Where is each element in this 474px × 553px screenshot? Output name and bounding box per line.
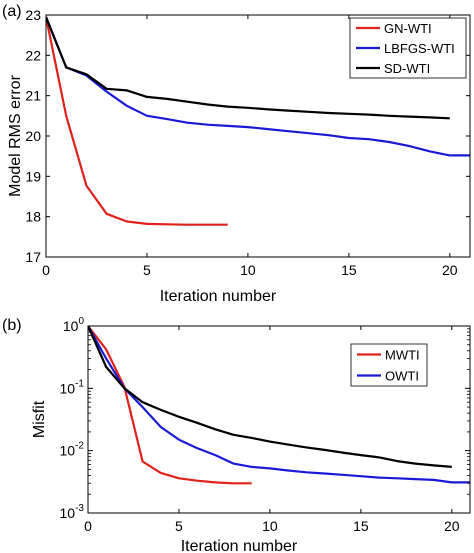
legend-label-lbfgs-wti: LBFGS-WTI <box>384 41 455 56</box>
series-line-mwti <box>88 326 252 485</box>
y-tick-label: 17 <box>25 249 41 265</box>
legend-box <box>350 343 428 387</box>
chart-panel-0: 0 5 10 15 20 17 18 19 20 21 22 23 Iteration number Mo… <box>2 3 471 305</box>
x-tick-label: 0 <box>84 518 92 534</box>
y-tick-label: 10-1 <box>60 378 85 396</box>
y-tick-base: 10 <box>60 443 76 459</box>
y-tick-base: 10 <box>63 318 79 334</box>
x-tick-label: 5 <box>175 518 183 534</box>
legend: MWTI OWTI <box>350 343 428 387</box>
y-tick-label: 22 <box>25 47 41 63</box>
legend-label-mwti: MWTI <box>385 348 420 363</box>
x-tick-label: 15 <box>341 262 357 278</box>
series-line-unlabeled-2 <box>88 326 452 468</box>
legend-label-gn-wti: GN-WTI <box>384 21 432 36</box>
x-tick-label: 20 <box>442 262 458 278</box>
x-tick-label: 10 <box>262 518 278 534</box>
x-tick-label: 20 <box>444 518 460 534</box>
x-tick-label: 0 <box>42 262 50 278</box>
y-tick-label: 21 <box>25 88 41 104</box>
panel-label: (b) <box>2 317 22 334</box>
y-tick-label: 100 <box>63 316 85 334</box>
series-line-sd-wti <box>46 16 450 120</box>
y-tick-exponent: -3 <box>75 503 84 514</box>
x-tick-label: 5 <box>143 262 151 278</box>
y-tick-base: 10 <box>60 505 76 521</box>
axes-box <box>87 325 471 514</box>
y-tick-label: 19 <box>25 168 41 184</box>
x-axis-label: Iteration number <box>160 288 277 305</box>
y-tick-exponent: -2 <box>75 441 84 452</box>
y-tick-base: 10 <box>60 380 76 396</box>
y-tick-label: 20 <box>25 128 41 144</box>
series-line-gn-wti <box>46 16 228 226</box>
y-tick-exponent: -1 <box>75 378 84 389</box>
legend-label-owti: OWTI <box>385 369 419 384</box>
legend-label-sd-wti: SD-WTI <box>384 61 430 76</box>
y-tick-label: 10-2 <box>60 441 85 459</box>
y-tick-label: 18 <box>25 209 41 225</box>
panel-label: (a) <box>2 3 22 20</box>
y-axis-label: Misfit <box>31 400 48 438</box>
y-tick-label: 10-3 <box>60 503 85 521</box>
legend: GN-WTI LBFGS-WTI SD-WTI <box>349 17 467 79</box>
y-tick-label: 23 <box>25 7 41 23</box>
x-tick-label: 15 <box>353 518 369 534</box>
x-axis-label: Iteration number <box>181 538 298 553</box>
y-tick-exponent: 0 <box>78 316 84 327</box>
series-line-owti <box>88 326 470 484</box>
series-line-lbfgs-wti <box>46 16 470 157</box>
x-tick-label: 10 <box>240 262 256 278</box>
y-axis-label: Model RMS error <box>7 74 24 196</box>
